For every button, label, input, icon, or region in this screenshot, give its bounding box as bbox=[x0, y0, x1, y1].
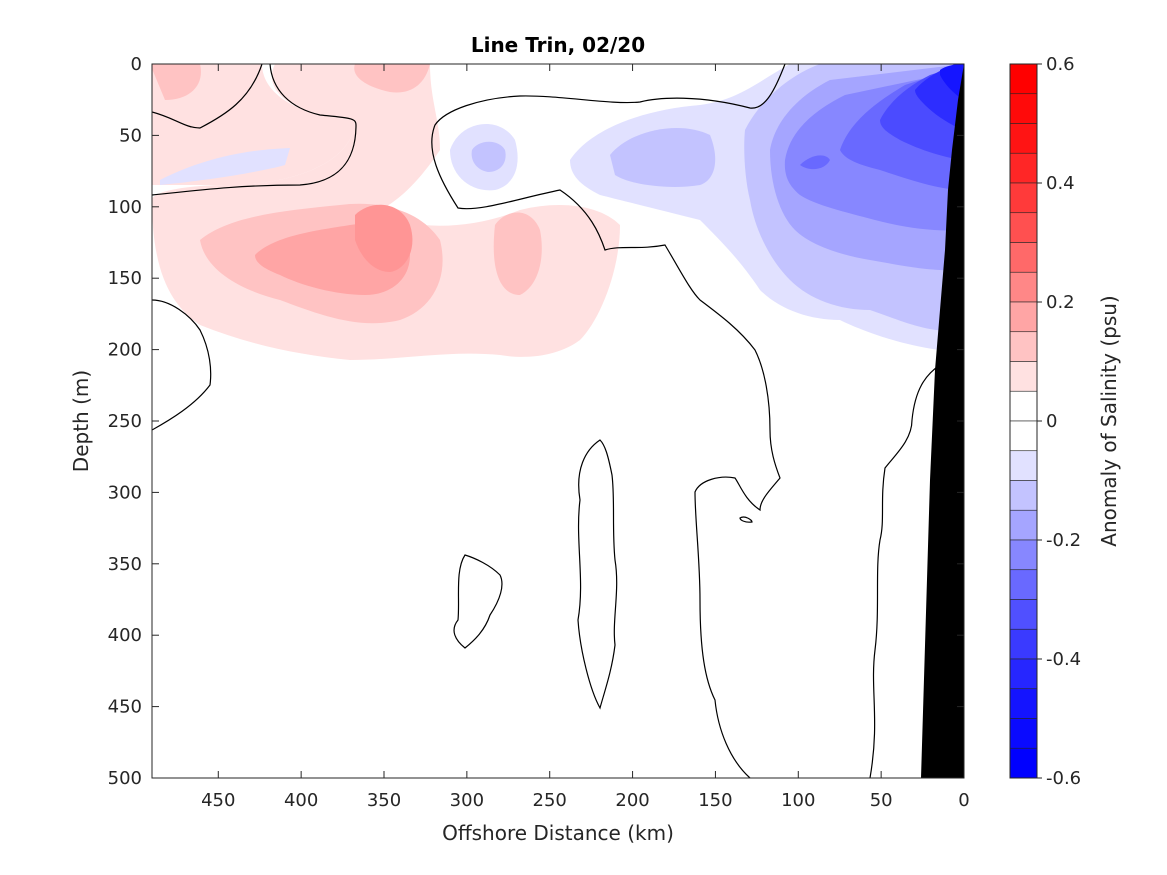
x-axis-label: Offshore Distance (km) bbox=[442, 821, 674, 845]
colorbar-segment bbox=[1009, 331, 1038, 362]
y-tick-label: 50 bbox=[119, 125, 142, 146]
colorbar-segment bbox=[1009, 718, 1038, 749]
y-tick-label: 100 bbox=[108, 197, 142, 218]
colorbar-segment bbox=[1009, 271, 1038, 303]
colorbar-segment bbox=[1009, 509, 1038, 541]
colorbar-tick-label: -0.4 bbox=[1046, 649, 1081, 670]
contour-band-positive-surface bbox=[152, 64, 355, 185]
colorbar-tick-label: 0 bbox=[1046, 411, 1057, 432]
colorbar-segment bbox=[1009, 123, 1038, 154]
contour-line-zero bbox=[431, 64, 786, 778]
colorbar-segment bbox=[1009, 628, 1038, 660]
y-tick-label: 300 bbox=[108, 482, 142, 503]
colorbar-segment bbox=[1009, 747, 1038, 779]
contour-lines bbox=[152, 64, 941, 778]
contour-band-positive-surface-core bbox=[354, 64, 430, 93]
colorbar-segment bbox=[1009, 93, 1038, 124]
y-tick-label: 200 bbox=[108, 340, 142, 361]
contour-band-negative-coastal bbox=[610, 127, 716, 187]
colorbar-segment bbox=[1009, 152, 1038, 184]
contour-fills bbox=[152, 64, 964, 430]
x-tick-label: 0 bbox=[958, 790, 969, 811]
y-tick-label: 350 bbox=[108, 554, 142, 575]
contour-band-positive-main-core bbox=[355, 204, 413, 272]
colorbar-tick-label: -0.6 bbox=[1046, 768, 1081, 789]
contour-line-zero bbox=[152, 64, 357, 196]
contour-band-negative-coastal-core bbox=[940, 64, 964, 100]
bathymetry-shape bbox=[921, 64, 964, 778]
colorbar-segment bbox=[1009, 182, 1038, 214]
colorbar-segment bbox=[1009, 569, 1038, 600]
y-axis-label: Depth (m) bbox=[69, 370, 93, 472]
x-tick-label: 150 bbox=[698, 790, 732, 811]
colorbar-segment bbox=[1009, 63, 1038, 95]
contour-band-positive-surface bbox=[240, 64, 440, 210]
contour-band-negative-small bbox=[471, 141, 506, 172]
colorbar-segment bbox=[1009, 539, 1038, 571]
x-tick-label: 450 bbox=[201, 790, 235, 811]
x-tick-label: 250 bbox=[533, 790, 567, 811]
contour-line-zero bbox=[869, 364, 941, 778]
x-tick-label: 50 bbox=[870, 790, 893, 811]
x-axis: 450 400 350 300 250 200 150 100 50 0 bbox=[201, 64, 970, 811]
y-tick-label: 450 bbox=[108, 697, 142, 718]
contour-band-positive-secondary bbox=[493, 212, 542, 295]
contour-line-zero bbox=[453, 554, 503, 649]
colorbar-tick-label: -0.2 bbox=[1046, 530, 1081, 551]
x-tick-label: 200 bbox=[615, 790, 649, 811]
contour-line-zero bbox=[152, 64, 263, 129]
contour-band-negative-coastal bbox=[800, 155, 830, 170]
x-tick-label: 400 bbox=[284, 790, 318, 811]
colorbar-segment bbox=[1009, 242, 1038, 273]
x-tick-label: 350 bbox=[367, 790, 401, 811]
colorbar-label: Anomaly of Salinity (psu) bbox=[1097, 295, 1121, 546]
contour-line-zero bbox=[152, 299, 212, 431]
y-tick-label: 250 bbox=[108, 411, 142, 432]
colorbar-segment bbox=[1009, 480, 1038, 511]
contour-band-negative-thin bbox=[160, 148, 290, 185]
colorbar-segment bbox=[1009, 420, 1038, 452]
contour-line-zero bbox=[577, 439, 618, 710]
colorbar-segment bbox=[1009, 301, 1038, 333]
colorbar-segment bbox=[1009, 450, 1038, 481]
colorbar-segment bbox=[1009, 390, 1038, 422]
colorbar-segment bbox=[1009, 212, 1038, 243]
y-tick-label: 500 bbox=[108, 768, 142, 789]
y-axis: 0 50 100 150 200 250 300 350 400 450 500 bbox=[108, 54, 964, 789]
colorbar-tick-label: 0.4 bbox=[1046, 173, 1075, 194]
x-tick-label: 300 bbox=[450, 790, 484, 811]
colorbar-segment bbox=[1009, 599, 1038, 630]
x-tick-label: 100 bbox=[781, 790, 815, 811]
colorbar: 0.6 0.4 0.2 0 -0.2 -0.4 -0.6 bbox=[1009, 54, 1081, 789]
chart-title: Line Trin, 02/20 bbox=[471, 33, 645, 57]
contour-band-positive-surface-core bbox=[152, 64, 201, 100]
colorbar-segment bbox=[1009, 688, 1038, 719]
colorbar-segment bbox=[1009, 658, 1038, 690]
contour-line-zero bbox=[739, 516, 753, 523]
y-tick-label: 0 bbox=[131, 54, 142, 75]
colorbar-tick-label: 0.6 bbox=[1046, 54, 1075, 75]
y-tick-label: 150 bbox=[108, 268, 142, 289]
colorbar-tick-label: 0.2 bbox=[1046, 292, 1075, 313]
y-tick-label: 400 bbox=[108, 625, 142, 646]
colorbar-segment bbox=[1009, 361, 1038, 392]
